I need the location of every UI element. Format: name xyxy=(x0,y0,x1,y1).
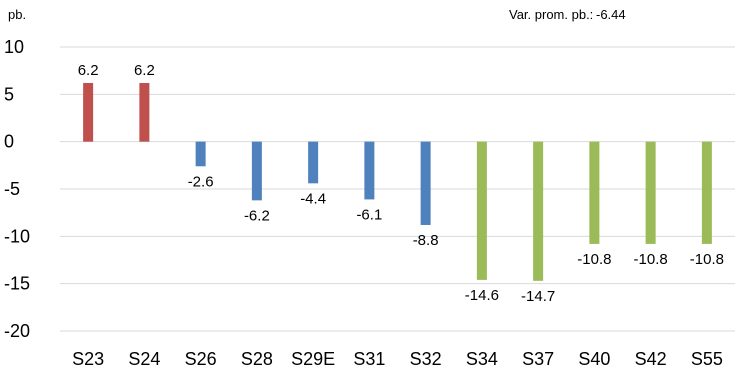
bar-S28 xyxy=(251,141,262,201)
y-tick-label: -10 xyxy=(4,226,30,246)
data-label-S42: -10.8 xyxy=(634,251,668,268)
bar-S29E xyxy=(308,141,319,184)
y-tick-label: -20 xyxy=(4,321,30,341)
bar-S31 xyxy=(364,141,375,200)
bar-S24 xyxy=(139,82,150,142)
data-label-S28: -6.2 xyxy=(244,207,270,224)
x-category-S31: S31 xyxy=(353,349,385,369)
x-category-S28: S28 xyxy=(241,349,273,369)
x-category-S42: S42 xyxy=(635,349,667,369)
bars xyxy=(83,82,712,281)
average-note-value: -6.44 xyxy=(596,7,626,22)
x-category-S29E: S29E xyxy=(291,349,335,369)
data-label-S24: 6.2 xyxy=(134,62,155,79)
x-category-S32: S32 xyxy=(410,349,442,369)
data-labels: 6.2 6.2 -2.6 -6.2 -4.4 -6.1 -8.8 -14.6 -14.7 -10.… xyxy=(78,62,724,305)
data-label-S31: -6.1 xyxy=(356,206,382,223)
average-note-label: Var. prom. pb.: xyxy=(509,7,593,22)
y-axis-ticks: 10 5 0 -5 -10 -15 -20 xyxy=(4,37,30,341)
x-category-S26: S26 xyxy=(185,349,217,369)
gridlines xyxy=(60,46,735,332)
x-category-S23: S23 xyxy=(72,349,104,369)
x-category-S55: S55 xyxy=(691,349,723,369)
data-label-S37: -14.7 xyxy=(521,288,555,305)
y-tick-label: -5 xyxy=(4,179,20,199)
data-label-S40: -10.8 xyxy=(577,251,611,268)
bar-S55 xyxy=(701,141,712,244)
data-label-S23: 6.2 xyxy=(78,62,99,79)
bar-S34 xyxy=(476,141,487,280)
y-tick-label: 10 xyxy=(4,37,24,57)
x-axis-categories: S23 S24 S26 S28 S29E S31 S32 S34 S37 S40 S42 S55 xyxy=(72,349,723,369)
x-category-S24: S24 xyxy=(128,349,160,369)
y-unit-label: pb. xyxy=(8,7,26,22)
data-label-S32: -8.8 xyxy=(413,232,439,249)
y-tick-label: -15 xyxy=(4,274,30,294)
bar-S32 xyxy=(420,141,431,225)
x-category-S34: S34 xyxy=(466,349,498,369)
y-tick-label: 0 xyxy=(4,132,14,152)
bar-S23 xyxy=(83,82,94,142)
x-category-S40: S40 xyxy=(578,349,610,369)
y-tick-label: 5 xyxy=(4,84,14,104)
data-label-S29E: -4.4 xyxy=(300,190,326,207)
x-category-S37: S37 xyxy=(522,349,554,369)
data-label-S34: -14.6 xyxy=(465,287,499,304)
bar-S37 xyxy=(533,141,544,281)
data-label-S55: -10.8 xyxy=(690,251,724,268)
bar-S26 xyxy=(195,141,206,167)
bar-S40 xyxy=(589,141,600,244)
bar-S42 xyxy=(645,141,656,244)
data-label-S26: -2.6 xyxy=(188,173,214,190)
